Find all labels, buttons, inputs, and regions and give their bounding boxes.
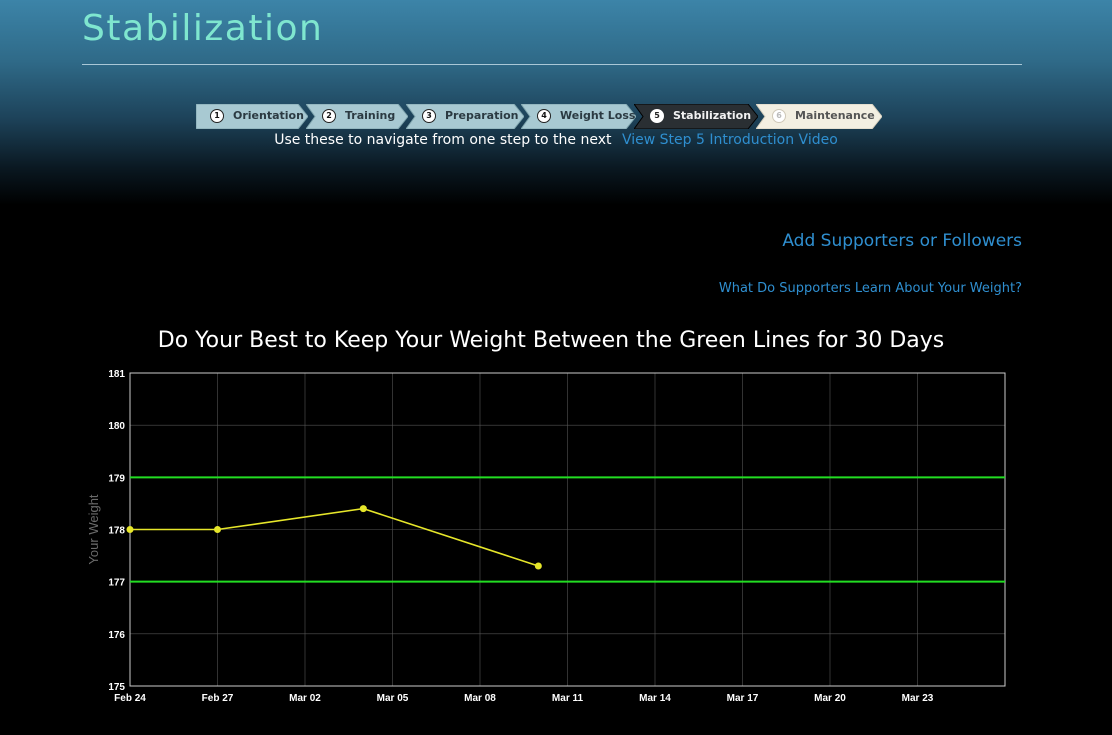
- step-number-badge: 1: [210, 109, 224, 123]
- step-training[interactable]: 2 Training: [306, 104, 408, 129]
- step-maintenance[interactable]: 6 Maintenance: [756, 104, 882, 129]
- x-tick-label: Mar 08: [464, 693, 496, 704]
- step-number-badge: 6: [772, 109, 786, 123]
- step-arrow-shape: [634, 104, 758, 129]
- weight-data-point: [214, 526, 221, 533]
- step-number-badge: 3: [422, 109, 436, 123]
- x-tick-label: Mar 20: [814, 693, 846, 704]
- step-arrow-shape: [196, 104, 308, 129]
- step-arrow-polygon: [756, 104, 882, 129]
- step-arrow-shape: [521, 104, 636, 129]
- intro-video-link[interactable]: View Step 5 Introduction Video: [621, 132, 838, 148]
- step-number-badge: 5: [650, 109, 664, 123]
- step-label: Maintenance: [795, 109, 875, 122]
- weight-data-point: [359, 505, 367, 513]
- step-label: Preparation: [445, 109, 519, 122]
- step-preparation[interactable]: 3 Preparation: [406, 104, 524, 129]
- weight-series-line: [130, 507, 539, 567]
- header-background: [0, 0, 1112, 205]
- step-arrow-polygon: [521, 104, 636, 129]
- nav-hint-row: Use these to navigate from one step to t…: [0, 132, 1112, 148]
- weight-data-point: [126, 526, 134, 533]
- nav-hint-text: Use these to navigate from one step to t…: [274, 132, 612, 148]
- x-tick-label: Feb 24: [114, 693, 146, 704]
- step-number-badge: 2: [322, 109, 336, 123]
- supporters-info-link[interactable]: What Do Supporters Learn About Your Weig…: [718, 281, 1022, 296]
- x-tick-label: Mar 05: [377, 693, 409, 704]
- chart-title: Do Your Best to Keep Your Weight Between…: [157, 328, 945, 353]
- step-number-badge: 4: [537, 109, 551, 123]
- x-tick-label: Mar 14: [639, 693, 671, 704]
- y-tick-label: 178: [108, 526, 125, 537]
- y-axis-label: Your Weight: [86, 494, 101, 564]
- weight-data-point: [534, 562, 542, 570]
- step-arrow-polygon: [634, 104, 758, 129]
- step-label: Orientation: [233, 109, 304, 122]
- y-tick-label: 180: [108, 421, 125, 432]
- x-tick-label: Mar 17: [727, 693, 759, 704]
- add-supporters-link[interactable]: Add Supporters or Followers: [782, 231, 1022, 251]
- y-tick-label: 175: [108, 682, 125, 693]
- step-arrow-polygon: [406, 104, 524, 129]
- y-tick-label: 177: [108, 578, 125, 589]
- y-tick-label: 176: [108, 630, 125, 641]
- step-arrow-shape: [406, 104, 524, 129]
- x-tick-label: Mar 11: [552, 693, 584, 704]
- step-stabilization[interactable]: 5 Stabilization: [634, 104, 758, 129]
- step-weight-loss[interactable]: 4 Weight Loss: [521, 104, 636, 129]
- x-tick-label: Mar 23: [902, 693, 934, 704]
- step-label: Training: [345, 109, 396, 122]
- title-divider: [82, 64, 1022, 65]
- step-label: Weight Loss: [560, 109, 636, 122]
- page-title: Stabilization: [82, 8, 324, 49]
- step-orientation[interactable]: 1 Orientation: [196, 104, 308, 129]
- x-tick-label: Mar 02: [289, 693, 321, 704]
- y-tick-label: 181: [108, 369, 125, 380]
- step-arrow-shape: [756, 104, 882, 129]
- step-arrow-polygon: [196, 104, 308, 129]
- y-tick-label: 179: [108, 473, 125, 484]
- x-tick-label: Feb 27: [202, 693, 234, 704]
- step-label: Stabilization: [673, 109, 752, 122]
- weight-chart: 175 176 177 178 179 180 181 Feb 24 Feb 27 Mar 02 M…: [86, 369, 1006, 704]
